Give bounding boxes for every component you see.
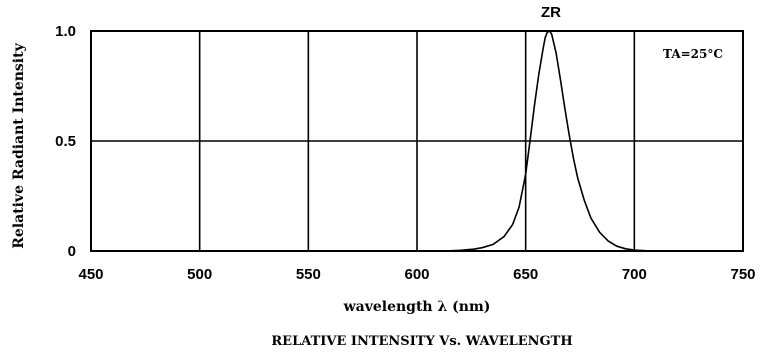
plot-frame — [90, 30, 744, 252]
x-tick-label: 450 — [78, 266, 103, 283]
x-axis-label: wavelength λ (nm) — [343, 299, 491, 315]
x-axis-ticks: 450 500 550 600 650 700 750 — [78, 266, 755, 283]
y-tick-label: 0.5 — [55, 133, 76, 150]
temperature-condition: TA=25°C — [663, 47, 723, 61]
series-line-zr — [443, 29, 652, 252]
grid — [91, 31, 743, 251]
peak-label: ZR — [541, 4, 561, 21]
y-tick-label: 1.0 — [55, 23, 76, 40]
x-tick-label: 550 — [296, 266, 321, 283]
x-tick-label: 650 — [513, 266, 538, 283]
y-axis-ticks: 0 0.5 1.0 — [55, 23, 76, 260]
y-axis-label: Relative Radiant Intensity — [11, 42, 27, 248]
x-tick-label: 600 — [404, 266, 429, 283]
x-tick-label: 700 — [622, 266, 647, 283]
x-tick-label: 750 — [730, 266, 755, 283]
y-tick-label: 0 — [68, 243, 76, 260]
chart-title: RELATIVE INTENSITY Vs. WAVELENGTH — [271, 334, 572, 349]
x-tick-label: 500 — [187, 266, 212, 283]
